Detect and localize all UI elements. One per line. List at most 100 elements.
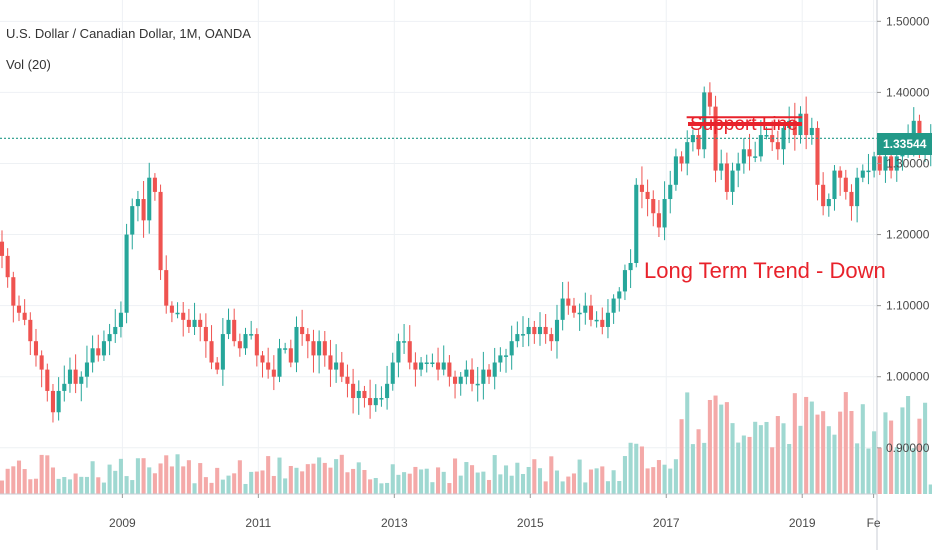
volume-bars xyxy=(0,392,932,494)
candle-body xyxy=(402,341,407,343)
volume-bar xyxy=(249,471,254,494)
candle-body xyxy=(719,163,724,171)
candle-body xyxy=(753,156,758,158)
candle-body xyxy=(560,298,565,320)
volume-bar xyxy=(588,469,594,494)
y-tick-label: 1.00000 xyxy=(886,370,930,384)
candle-body xyxy=(164,270,169,306)
volume-bar xyxy=(396,474,401,494)
volume-bar xyxy=(849,410,854,494)
candle-body xyxy=(288,348,293,363)
candle-body xyxy=(622,270,627,292)
volume-bar xyxy=(906,396,911,494)
candle-body xyxy=(526,326,531,335)
volume-bar xyxy=(662,464,667,494)
candle-body xyxy=(339,362,344,377)
volume-bar xyxy=(368,479,373,494)
volume-bar xyxy=(407,473,412,494)
volume-bar xyxy=(526,466,531,494)
candle-body xyxy=(385,383,390,399)
candle-body xyxy=(73,369,78,384)
candle-body xyxy=(345,376,350,384)
volume-bar xyxy=(753,421,758,494)
volume-bar xyxy=(498,474,503,494)
candle-body xyxy=(866,170,871,173)
candle-body xyxy=(838,170,843,178)
candle-body xyxy=(243,334,248,349)
y-tick-label: 0.90000 xyxy=(886,441,930,455)
volume-bar xyxy=(243,483,248,494)
volume-bar xyxy=(543,481,548,494)
candle-body xyxy=(113,326,118,335)
candle-body xyxy=(390,362,395,384)
volume-bar xyxy=(509,475,514,494)
volume-bar xyxy=(181,466,186,494)
candle-body xyxy=(843,177,848,192)
candle-body xyxy=(90,348,95,363)
volume-bar xyxy=(62,477,67,494)
volume-bar xyxy=(571,473,577,494)
candle-body xyxy=(33,341,39,356)
candle-body xyxy=(736,163,741,171)
candle-body xyxy=(781,127,786,150)
candle-body xyxy=(889,156,894,171)
candle-body xyxy=(849,191,854,207)
candle-body xyxy=(605,312,610,327)
candle-body xyxy=(486,369,492,377)
candle-body xyxy=(79,376,84,384)
candle-body xyxy=(747,149,752,157)
volume-bar xyxy=(532,459,537,494)
volume-bar xyxy=(696,429,701,494)
volume-bar xyxy=(798,425,803,494)
candle-body xyxy=(656,213,661,228)
volume-bar xyxy=(611,470,616,494)
volume-bar xyxy=(22,469,27,494)
candle-body xyxy=(775,142,780,150)
candle-body xyxy=(883,156,888,171)
volume-bar xyxy=(838,411,843,494)
candle-body xyxy=(509,341,514,356)
support-line-mark xyxy=(688,122,802,126)
candle-body xyxy=(554,319,560,342)
candle-body xyxy=(147,177,152,221)
volume-bar xyxy=(339,454,344,494)
volume-bar xyxy=(107,464,112,494)
candle-body xyxy=(311,341,316,356)
candle-body xyxy=(373,398,378,406)
volume-bar xyxy=(169,466,174,494)
volume-bar xyxy=(492,455,497,494)
volume-bar xyxy=(815,414,820,494)
volume-bar xyxy=(872,431,877,494)
volume-bar xyxy=(792,393,797,494)
volume-bar xyxy=(515,462,520,494)
volume-bar xyxy=(141,458,146,494)
volume-bar xyxy=(622,456,627,494)
candle-body xyxy=(5,255,10,278)
volume-bar xyxy=(203,477,208,494)
candle-body xyxy=(577,312,582,315)
volume-bar xyxy=(39,454,44,494)
y-tick-label: 1.30000 xyxy=(886,156,930,170)
candle-body xyxy=(158,191,163,271)
candle-body xyxy=(28,319,33,342)
volume-bar xyxy=(713,395,718,494)
chart-grid xyxy=(0,0,877,494)
volume-bar xyxy=(424,468,429,494)
volume-bar xyxy=(843,392,848,494)
volume-bar xyxy=(702,442,707,494)
candle-body xyxy=(809,127,814,136)
volume-bar xyxy=(441,471,446,494)
candle-body xyxy=(430,362,435,365)
volume-bar xyxy=(503,465,509,494)
volume-bar xyxy=(419,469,424,494)
volume-bar xyxy=(96,477,101,494)
candle-body xyxy=(11,277,16,306)
volume-bar xyxy=(911,448,916,494)
x-tick-label: 2015 xyxy=(517,516,544,530)
volume-bar xyxy=(186,460,191,494)
candle-body xyxy=(101,341,106,356)
candle-body xyxy=(305,334,310,342)
candle-body xyxy=(911,120,916,143)
current-price-tag: 1.33544 xyxy=(877,133,932,155)
